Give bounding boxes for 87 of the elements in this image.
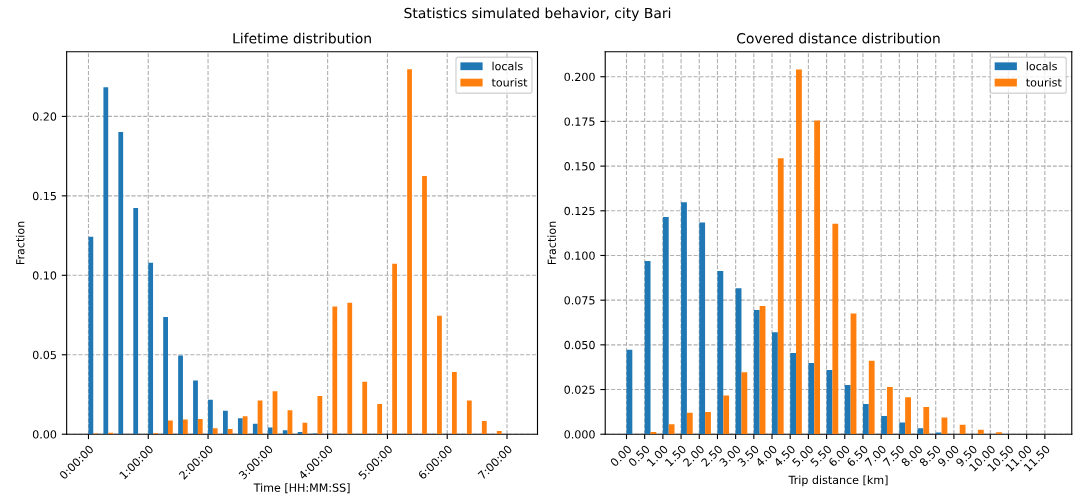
- y-tick-label: 0.00: [32, 430, 57, 439]
- bar: [182, 419, 188, 435]
- bar: [118, 131, 124, 435]
- bar: [977, 429, 984, 435]
- y-tick-label: 0.10: [32, 271, 57, 280]
- bar: [705, 411, 711, 435]
- bar: [717, 271, 724, 435]
- bar: [88, 236, 94, 435]
- bar: [686, 412, 693, 435]
- bar: [347, 302, 353, 435]
- y-tick-label: 0.100: [564, 251, 595, 260]
- legend-label: tourist: [1026, 78, 1062, 87]
- y-tick-label: 0.175: [564, 117, 595, 126]
- bar: [208, 399, 213, 435]
- legend-label: tourist: [491, 78, 528, 87]
- bar: [193, 380, 198, 435]
- bar: [777, 158, 784, 435]
- text: Statistics simulated behavior, city Bari: [404, 7, 671, 21]
- bar: [808, 363, 815, 435]
- bar: [881, 416, 887, 435]
- bar: [133, 208, 139, 435]
- x-axis-title: Trip distance [km]: [788, 475, 888, 487]
- bar: [681, 202, 687, 435]
- bar: [197, 418, 203, 435]
- chart-title: Lifetime distribution: [233, 32, 371, 44]
- bar: [178, 355, 183, 435]
- legend-label: locals: [492, 61, 523, 71]
- bar: [668, 424, 675, 435]
- bar: [844, 384, 851, 435]
- bar: [644, 261, 651, 435]
- bar: [699, 222, 706, 435]
- bar: [377, 404, 383, 435]
- bar: [103, 87, 109, 435]
- bar: [437, 315, 442, 435]
- bar: [392, 263, 397, 435]
- bar: [899, 422, 906, 435]
- bar: [422, 175, 427, 435]
- bar: [452, 372, 457, 435]
- y-tick-label: 0.050: [564, 340, 595, 350]
- bar: [814, 120, 821, 435]
- y-tick-label: 0.20: [32, 112, 57, 121]
- bar: [886, 387, 893, 435]
- bar: [252, 423, 258, 435]
- bar: [242, 416, 248, 435]
- y-tick-label: 0.150: [564, 162, 595, 171]
- bar: [223, 410, 228, 435]
- bar: [227, 428, 233, 435]
- y-tick-label: 0.000: [564, 430, 595, 439]
- bar: [796, 69, 802, 435]
- bar: [317, 396, 323, 435]
- bar: [466, 400, 472, 435]
- bar: [868, 360, 875, 435]
- bar: [297, 432, 303, 435]
- bar: [148, 262, 154, 435]
- y-axis-title: Fraction: [547, 221, 556, 265]
- bar: [496, 431, 502, 435]
- legend-label: locals: [1026, 61, 1057, 71]
- bar: [662, 217, 669, 435]
- bar: [481, 420, 487, 435]
- y-tick-label: 0.200: [564, 72, 595, 82]
- bar: [282, 430, 288, 435]
- y-tick-label: 0.025: [564, 385, 595, 394]
- bar: [959, 424, 966, 435]
- bar: [923, 406, 930, 435]
- bar: [772, 332, 778, 435]
- bar: [362, 381, 368, 435]
- bar: [862, 404, 869, 435]
- bar: [790, 352, 797, 435]
- y-tick-label: 0.15: [32, 191, 56, 201]
- bar: [167, 420, 173, 435]
- x-axis-title: Time [HH:MM:SS]: [253, 483, 350, 494]
- y-tick-label: 0.125: [564, 206, 595, 216]
- bar: [237, 418, 243, 435]
- y-tick-label: 0.075: [564, 296, 595, 305]
- bar: [332, 306, 338, 435]
- bar: [163, 317, 168, 435]
- bar: [407, 69, 412, 435]
- bar: [267, 427, 273, 435]
- bar: [741, 372, 748, 435]
- bar: [723, 395, 730, 435]
- y-tick-label: 0.05: [32, 350, 56, 360]
- bar: [212, 428, 218, 435]
- bar: [753, 310, 760, 435]
- bar: [832, 223, 839, 435]
- y-axis-title: Fraction: [15, 221, 25, 265]
- bar: [905, 397, 911, 435]
- chart-title: Covered distance distribution: [737, 32, 940, 44]
